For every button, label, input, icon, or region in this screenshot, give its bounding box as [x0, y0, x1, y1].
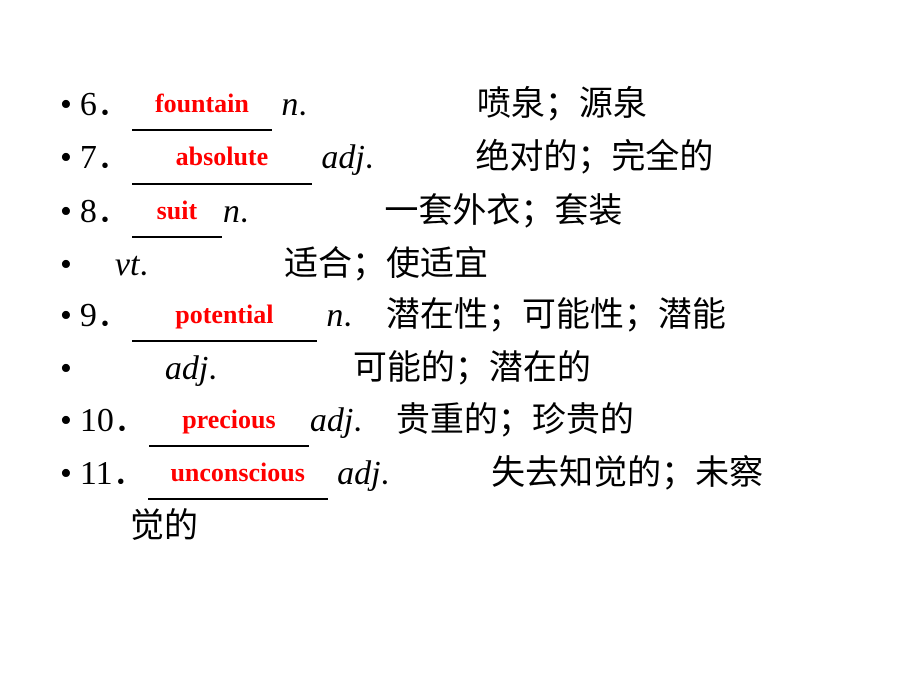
- item-number: 8．: [80, 187, 131, 236]
- def-11: 失去知觉的；未察: [491, 449, 763, 498]
- pos-8b: vt: [115, 240, 140, 289]
- bullet: •: [60, 187, 72, 236]
- def-8b: 适合；使适宜: [284, 240, 488, 289]
- pos-7: adj: [321, 133, 364, 182]
- answer-7: absolute: [176, 142, 268, 171]
- spacing-9: [352, 291, 386, 340]
- item-number: 10．: [80, 396, 148, 445]
- def-8: 一套外衣；套装: [384, 187, 622, 236]
- bullet: •: [60, 133, 72, 182]
- def-9b: 可能的；潜在的: [353, 344, 591, 393]
- item-10: • 10． precious adj. 贵重的；珍贵的: [60, 396, 860, 447]
- spacing-11: [389, 449, 491, 498]
- def-10: 贵重的；珍贵的: [396, 396, 634, 445]
- pos-suffix: .: [240, 187, 249, 236]
- spacing: [273, 80, 282, 129]
- spacing: [313, 133, 322, 182]
- pos-suffix: .: [365, 133, 374, 182]
- def-6: 喷泉；源泉: [477, 80, 647, 129]
- blank-10: precious: [149, 396, 309, 447]
- item-9b: • adj. 可能的；潜在的: [60, 344, 860, 393]
- item-number: 11．: [80, 449, 147, 498]
- item-8: • 8． suit n. 一套外衣；套装: [60, 187, 860, 238]
- pos-11: adj: [337, 449, 380, 498]
- blank-8: suit: [132, 187, 222, 238]
- pos-suffix: .: [208, 344, 217, 393]
- spacing-10: [362, 396, 396, 445]
- item-7: • 7． absolute adj. 绝对的；完全的: [60, 133, 860, 184]
- def-9: 潜在性；可能性；潜能: [386, 291, 726, 340]
- answer-6: fountain: [155, 89, 249, 118]
- pos-suffix: .: [343, 291, 352, 340]
- bullet: •: [60, 80, 72, 129]
- blank-6: fountain: [132, 80, 272, 131]
- bullet: •: [60, 396, 72, 445]
- pos-9: n: [326, 291, 343, 340]
- item-11: • 11． unconscious adj. 失去知觉的；未察: [60, 449, 860, 500]
- answer-8: suit: [157, 196, 197, 225]
- bullet: •: [60, 291, 72, 340]
- item-6: • 6． fountain n. 喷泉；源泉: [60, 80, 860, 131]
- item-8b: • vt. 适合；使适宜: [60, 240, 860, 289]
- spacing-8: [248, 187, 384, 236]
- pos-suffix: .: [298, 80, 307, 129]
- blank-9: potential: [132, 291, 317, 342]
- pos-9b: adj: [165, 344, 208, 393]
- answer-10: precious: [182, 405, 275, 434]
- spacing-8b: [148, 240, 284, 289]
- bullet: •: [60, 240, 72, 289]
- bullet: •: [60, 449, 72, 498]
- answer-11: unconscious: [170, 458, 304, 487]
- pos-10: adj: [310, 396, 353, 445]
- spacing-9b: [217, 344, 353, 393]
- item-11-wrap: 觉的: [130, 502, 860, 551]
- item-number: 6．: [80, 80, 131, 129]
- def-11-wrap: 觉的: [130, 502, 198, 551]
- item-9: • 9． potential n. 潜在性；可能性；潜能: [60, 291, 860, 342]
- blank-7: absolute: [132, 133, 312, 184]
- spacing: [318, 291, 327, 340]
- bullet: •: [60, 344, 72, 393]
- spacing-6: [307, 80, 477, 129]
- pos-6: n: [281, 80, 298, 129]
- pos-suffix: .: [353, 396, 362, 445]
- blank-11: unconscious: [148, 449, 328, 500]
- pos-8: n: [223, 187, 240, 236]
- def-7: 绝对的；完全的: [475, 133, 713, 182]
- item-number: 7．: [80, 133, 131, 182]
- spacing: [329, 449, 338, 498]
- answer-9: potential: [175, 300, 273, 329]
- spacing-7: [373, 133, 475, 182]
- pos-suffix: .: [139, 240, 148, 289]
- pos-suffix: .: [381, 449, 390, 498]
- item-number: 9．: [80, 291, 131, 340]
- vocabulary-list: • 6． fountain n. 喷泉；源泉 • 7． absolute adj…: [60, 80, 860, 552]
